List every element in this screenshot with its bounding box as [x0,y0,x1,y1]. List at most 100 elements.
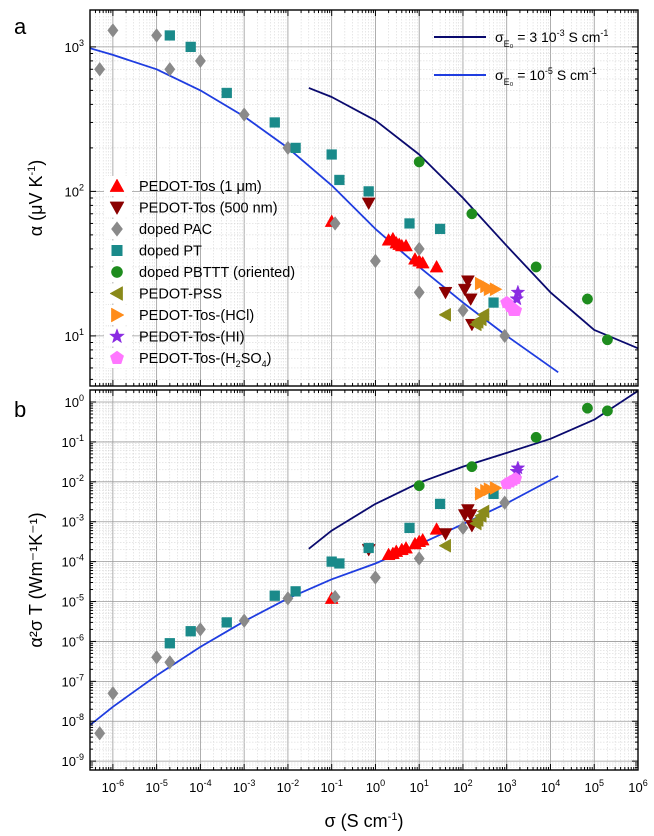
panel-a-data-point [221,87,232,99]
panel-a-data-point [476,307,490,322]
panel-b-data-point [499,495,511,510]
panel-b-data-point [221,617,232,628]
x-tick-label: 10-5 [145,778,167,795]
panel-a-y-tick-label: 103 [65,38,84,55]
panel-b-data-point [415,532,430,546]
panel-a-data-point [429,259,444,273]
panel-b-data-point [413,551,425,566]
panel-a-data-point [509,303,523,316]
fit-legend-label-low: σE₀ = 10-5 S cm-1 [495,66,597,87]
x-tick-label: 104 [541,778,560,795]
panel-a-data-point [582,293,593,305]
panel-a-fit-curves [90,47,638,374]
legend-label: doped PT [139,244,202,260]
panel-a-data-point [457,303,469,318]
legend-marker [111,307,125,323]
panel-a-data-point [369,253,381,269]
panel-a-data-point [269,117,280,128]
panel-a-data-point [326,149,337,160]
panel-b-data-point [438,538,451,553]
panel-a-frame [89,9,639,387]
panel-b-data-point [185,626,196,637]
panel-b-data-point [151,650,163,665]
panel-a-y-tick-label: 101 [65,327,84,344]
panel-b-y-tick-label: 10-3 [62,513,84,530]
panel-b-data-point [463,509,478,522]
panel-b-data-point [601,405,613,417]
x-tick-label: 10-6 [102,778,124,795]
legend-label: PEDOT-Tos-(HCl) [139,308,254,324]
panel-b-data-point [413,480,425,492]
legend-marker [109,178,125,192]
panel-a-data-point [404,218,415,229]
x-tick-label: 105 [584,778,603,795]
panel-b-y-tick-label: 10-7 [62,672,84,689]
panel-b-data-point [404,522,415,534]
x-axis-label: σ (S cm-1) [325,811,404,831]
panel-a-data-point [489,282,503,297]
panel-a-data-point [107,23,119,38]
panel-b-fit-curve [308,390,638,550]
panel-b-data-point [510,460,526,475]
panel-a-data-point [463,293,478,307]
panel-a-data-points [94,23,613,346]
panel-a-data-point [438,286,453,300]
panel-a-data-point [164,61,176,77]
legend-label: PEDOT-Tos (1 μm) [139,179,262,195]
x-tick-label: 106 [628,778,647,795]
x-tick-label: 100 [366,778,385,795]
panel-a-data-point [151,28,163,43]
panel-b-frame [89,389,639,771]
panel-a-data-point [413,241,425,257]
panel-a-data-point [488,297,499,308]
panel-a-label: a [14,14,27,39]
panel-a-data-point [238,107,250,122]
panel-b-y-tick-label: 10-1 [62,433,84,450]
x-tick-label: 10-3 [233,778,255,795]
panel-b-y-tick-label: 10-6 [62,632,84,649]
x-tick-label: 103 [497,778,516,795]
panel-b-data-point [269,590,280,601]
panel-b-data-point [290,586,301,597]
panel-a-data-point [194,53,206,69]
panel-a-data-point [434,223,446,235]
panel-a-data-point [164,30,175,41]
panel-b-data-point [329,589,341,605]
panel-b-data-point [194,622,206,637]
legend-label: PEDOT-PSS [139,287,222,303]
panel-b-y-tick-label: 10-5 [62,593,84,610]
panel-b-ticks: 10-9 10-8 10-7 10-6 10-5 10-4 10-3 10-2 10-1 100 [62,389,639,771]
panel-b-data-point [466,461,478,473]
panel-b-data-point [434,498,446,510]
panel-a-data-point [185,41,196,53]
legend-label: PEDOT-Tos-(H2SO4) [139,351,272,369]
panel-a-data-point [363,186,374,197]
legend-label: doped PBTTT (oriented) [139,265,295,281]
legend-marker [111,245,123,256]
panel-a-data-point [334,174,345,186]
panel-b-data-point [438,528,453,541]
panel-b-data-point [369,570,381,585]
x-tick-label: 102 [453,778,472,795]
panel-b-y-axis-label: α²σ T (Wm⁻¹K⁻¹) [26,512,46,647]
panel-b-data-point [107,686,119,701]
panel-b-data-point [489,481,503,495]
x-tick-label: 101 [409,778,428,795]
panel-a-data-point [438,307,451,322]
panel-b-label: b [14,397,26,422]
panel-b-y-tick-label: 100 [65,393,84,410]
panel-a-data-point [466,208,478,220]
panel-a-data-point [361,197,376,211]
panel-a-data-point [399,238,413,252]
panel-b-grid [89,389,639,771]
panel-b-y-tick-label: 10-4 [62,553,84,570]
legend-marker [108,328,126,344]
legend-marker [109,286,123,301]
panel-b-data-point [238,613,250,629]
panel-a-fit-curve [90,47,559,374]
panel-a-data-point [530,261,542,273]
legend-marker [111,221,123,237]
panel-b-data-points [94,402,613,741]
panel-a-data-point [499,328,511,344]
